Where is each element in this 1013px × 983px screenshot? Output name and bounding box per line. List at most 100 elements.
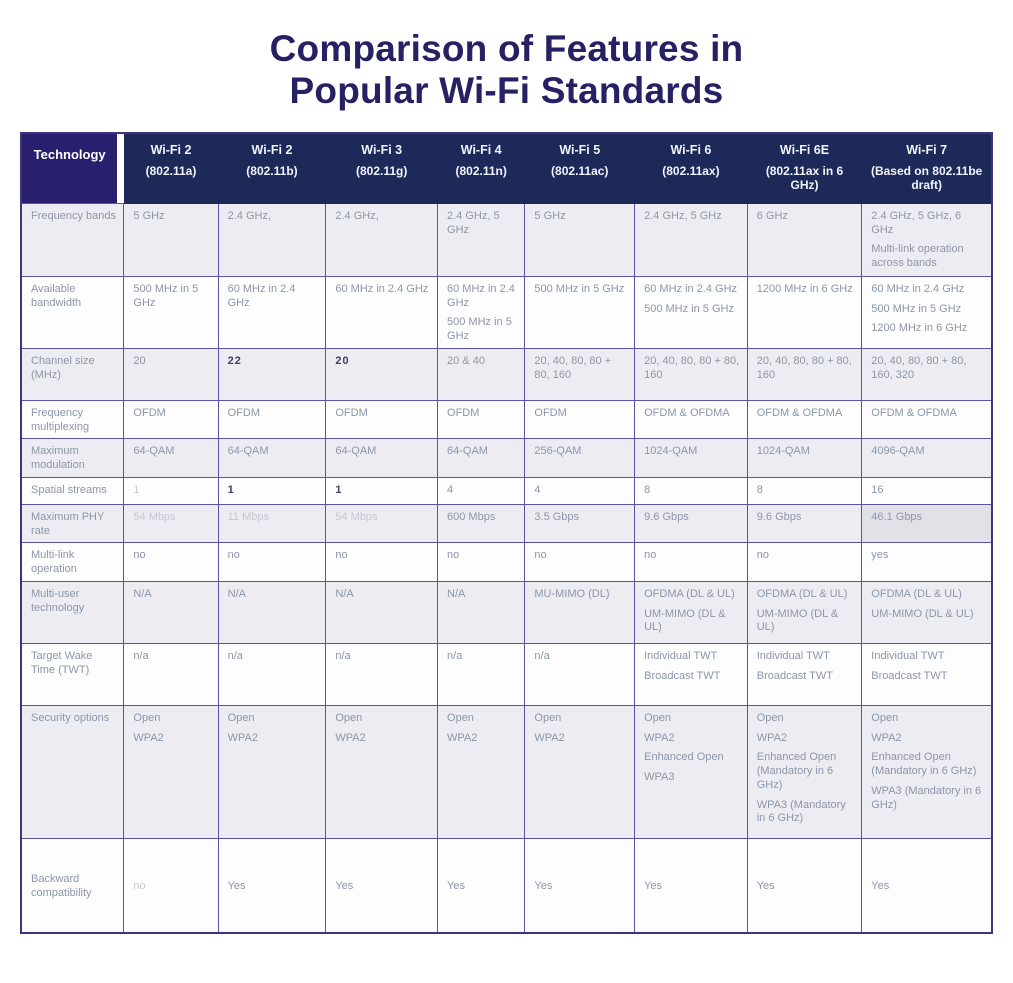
table-cell: 20	[123, 347, 219, 401]
table-cell: 1	[217, 476, 327, 505]
table-cell: 60 MHz in 2.4 GHz	[217, 275, 327, 349]
cell-text: Open	[644, 711, 672, 724]
cell-text: Multi-link operation across bands	[871, 243, 964, 270]
cell-text: UM-MIMO (DL & UL)	[756, 607, 839, 634]
table-cell: OFDM & OFDMA	[634, 399, 748, 440]
cell-text: 4	[534, 483, 541, 496]
cell-text: OFDMA (DL & UL)	[644, 587, 735, 600]
column-name: Wi-Fi 6E	[779, 143, 830, 158]
row-label: Backward compatibility	[20, 837, 125, 934]
table-cell: OFDM & OFDMA	[861, 399, 993, 440]
table-row-maximum-phy-rate: Maximum PHY rate 54 Mbps 11 Mbps 54 Mbps 600…	[20, 503, 993, 544]
row-label: Spatial streams	[20, 476, 125, 505]
cell-text: 6 GHz	[756, 209, 788, 222]
cell-text: no	[335, 549, 348, 562]
table-cell: Individual TWT Broadcast TWT	[861, 642, 993, 706]
table-cell: no	[123, 837, 219, 934]
table-cell: Open WPA2	[325, 704, 439, 839]
row-label: Channel size (MHz)	[20, 347, 125, 401]
cell-text: OFDM & OFDMA	[644, 406, 730, 419]
table-cell: 60 MHz in 2.4 GHz	[325, 275, 439, 349]
cell-text: 256-QAM	[534, 445, 582, 458]
cell-text: OFDM	[447, 406, 480, 419]
table-row-channel-size-mhz: Channel size (MHz) 20 22 20 20 & 40 20, 40, 8…	[20, 347, 993, 401]
cell-text: WPA2	[133, 731, 164, 744]
table-cell: OFDMA (DL & UL) UM-MIMO (DL & UL)	[634, 580, 748, 644]
table-row-frequency-multiplexing: Frequency multiplexing OFDM OFDM OFDM OFDM OF…	[20, 399, 993, 440]
cell-text: 20, 40, 80, 80 + 80, 160, 320	[871, 354, 967, 381]
table-row-maximum-modulation: Maximum modulation 64-QAM 64-QAM 64-QAM 64-Q…	[20, 438, 993, 478]
column-header-wi-fi-2: Wi-Fi 2 (802.11b)	[217, 132, 327, 204]
table-cell: 1200 MHz in 6 GHz	[746, 275, 863, 349]
column-name: Wi-Fi 2	[150, 143, 192, 158]
cell-text: OFDM	[133, 406, 166, 419]
page-title-line2: Popular Wi-Fi Standards	[289, 70, 724, 112]
cell-text: Open	[871, 711, 899, 724]
table-cell: no	[123, 542, 219, 582]
table-cell: 500 MHz in 5 GHz	[524, 275, 636, 349]
cell-text: 4	[447, 483, 454, 496]
cell-text: OFDM & OFDMA	[756, 406, 843, 419]
table-cell: OFDM	[217, 399, 327, 440]
cell-text: 500 MHz in 5 GHz	[133, 282, 199, 309]
cell-text: n/a	[534, 649, 550, 662]
cell-text: n/a	[447, 649, 463, 662]
table-cell: 500 MHz in 5 GHz	[123, 275, 219, 349]
table-cell: Yes	[437, 837, 526, 934]
row-label: Multi-link operation	[20, 542, 125, 582]
cell-text: MU-MIMO (DL)	[534, 587, 610, 600]
cell-text: Open	[756, 711, 784, 724]
column-header-wi-fi-6: Wi-Fi 6 (802.11ax)	[634, 132, 748, 204]
column-subtitle: (802.11ac)	[551, 164, 609, 179]
cell-text: WPA2	[644, 731, 675, 744]
cell-text: 2.4 GHz, 5 GHz	[447, 209, 500, 236]
cell-text: 4096-QAM	[871, 445, 925, 458]
table-cell: Yes	[325, 837, 439, 934]
cell-text: 64-QAM	[447, 445, 488, 458]
row-label: Available bandwidth	[20, 275, 125, 349]
table-cell: 2.4 GHz, 5 GHz	[437, 202, 526, 277]
cell-text: 3.5 Gbps	[534, 510, 580, 523]
table-cell: no	[437, 542, 526, 582]
cell-text: 20, 40, 80, 80 + 80, 160	[756, 354, 852, 381]
cell-text: Individual TWT	[756, 649, 830, 662]
cell-text: 500 MHz in 5 GHz	[871, 302, 962, 315]
table-cell: Yes	[634, 837, 748, 934]
cell-text: 64-QAM	[133, 445, 175, 458]
cell-text: Open	[447, 711, 474, 724]
cell-text: Individual TWT	[644, 649, 718, 662]
table-cell: Open WPA2 Enhanced Open (Mandatory in 6 GH…	[746, 704, 863, 839]
cell-text: OFDM	[227, 406, 260, 419]
table-cell: 2.4 GHz, 5 GHz	[634, 202, 748, 277]
cell-text: WPA2	[756, 731, 788, 744]
cell-text: 5 GHz	[133, 209, 165, 222]
page-title: Comparison of Features in Popular Wi-Fi S…	[10, 28, 1003, 112]
table-cell: n/a	[325, 642, 439, 706]
cell-text: Individual TWT	[871, 649, 945, 662]
table-cell: Individual TWT Broadcast TWT	[634, 642, 748, 706]
table-cell: 60 MHz in 2.4 GHz 500 MHz in 5 GHz	[634, 275, 748, 349]
table-cell: 4096-QAM	[861, 438, 993, 478]
table-cell: Yes	[524, 837, 636, 934]
cell-text: no	[227, 549, 240, 562]
table-cell: 64-QAM	[437, 438, 526, 478]
cell-text: Yes	[756, 879, 775, 892]
row-label: Security options	[20, 704, 125, 839]
table-cell: 6 GHz	[746, 202, 863, 277]
column-name: Wi-Fi 5	[559, 143, 601, 158]
table-cell: 60 MHz in 2.4 GHz 500 MHz in 5 GHz	[437, 275, 526, 349]
row-label: Maximum modulation	[20, 438, 125, 478]
cell-text: 60 MHz in 2.4 GHz	[227, 282, 296, 309]
table-cell: OFDMA (DL & UL) UM-MIMO (DL & UL)	[861, 580, 993, 644]
column-header-wi-fi-6e: Wi-Fi 6E (802.11ax in 6 GHz)	[746, 132, 863, 204]
cell-text: 60 MHz in 2.4 GHz	[871, 282, 965, 295]
table-row-security-options: Security options Open WPA2 Open WPA2 Open WPA2…	[20, 704, 993, 839]
cell-text: UM-MIMO (DL & UL)	[644, 607, 726, 634]
cell-text: n/a	[227, 649, 243, 662]
cell-text: Yes	[227, 879, 246, 892]
cell-text: WPA3	[644, 771, 675, 784]
cell-text: WPA3 (Mandatory in 6 GHz)	[871, 784, 982, 811]
cell-text: 60 MHz in 2.4 GHz	[644, 282, 738, 295]
cell-text: Broadcast TWT	[644, 669, 721, 682]
cell-text: WPA2	[871, 731, 902, 744]
